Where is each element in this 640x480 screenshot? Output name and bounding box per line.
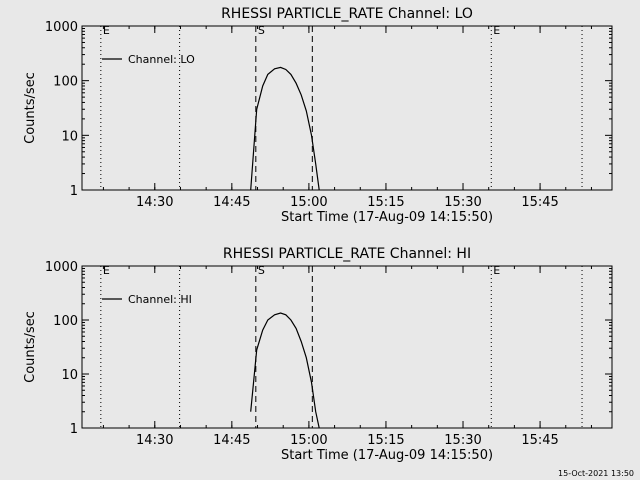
chart2-x-axis-label: Start Time (17-Aug-09 14:15:50) [281, 448, 493, 463]
chart2-series-line [250, 312, 320, 429]
chart2-x-tick-label: 15:00 [290, 433, 327, 448]
chart1-x-axis-label: Start Time (17-Aug-09 14:15:50) [281, 210, 493, 225]
chart1: RHESSI PARTICLE_RATE Channel: LO 1 10 100 10… [23, 6, 613, 225]
chart2-y-tick-label: 1 [70, 422, 78, 437]
chart1-marker-label: S [258, 24, 265, 37]
chart1-x-tick-label: 14:30 [136, 195, 173, 210]
chart2-x-tick-label: 15:45 [521, 433, 558, 448]
chart1-y-tick-label: 1 [70, 184, 78, 199]
chart2-x-tick-label: 14:45 [213, 433, 250, 448]
chart2-y-tick-label: 100 [53, 314, 78, 329]
chart1-y-axis-label: Counts/sec [23, 72, 38, 144]
chart2-title: RHESSI PARTICLE_RATE Channel: HI [223, 246, 471, 262]
chart2-marker-label: E [103, 264, 110, 277]
chart1-y-tick-label: 100 [53, 75, 78, 90]
chart2-plot-frame [81, 265, 613, 429]
chart2-x-tick-label: 15:15 [367, 433, 404, 448]
chart1-series-line [250, 66, 320, 191]
chart2-legend-label: Channel: HI [128, 293, 192, 306]
chart1-x-tick-label: 15:45 [521, 195, 558, 210]
chart2-marker-label: E [493, 264, 500, 277]
chart1-y-tick-label: 1000 [45, 20, 78, 35]
chart2: RHESSI PARTICLE_RATE Channel: HI 1 10 100 10… [23, 246, 613, 463]
chart1-legend-label: Channel: LO [128, 53, 195, 66]
chart1-x-tick-label: 15:30 [444, 195, 481, 210]
chart2-y-tick-label: 1000 [45, 260, 78, 275]
chart1-title: RHESSI PARTICLE_RATE Channel: LO [221, 6, 473, 22]
chart2-y-tick-label: 10 [61, 368, 78, 383]
chart1-marker-label: E [103, 24, 110, 37]
chart2-marker-label: S [258, 264, 265, 277]
chart1-x-tick-label: 15:00 [290, 195, 327, 210]
chart1-plot-frame [81, 25, 613, 191]
footer-timestamp: 15-Oct-2021 13:50 [558, 469, 634, 478]
chart2-y-axis-label: Counts/sec [23, 311, 38, 383]
chart1-y-tick-label: 10 [61, 129, 78, 144]
chart1-x-tick-label: 14:45 [213, 195, 250, 210]
chart2-x-tick-label: 14:30 [136, 433, 173, 448]
chart1-marker-label: E [493, 24, 500, 37]
chart1-x-tick-label: 15:15 [367, 195, 404, 210]
chart2-x-tick-label: 15:30 [444, 433, 481, 448]
